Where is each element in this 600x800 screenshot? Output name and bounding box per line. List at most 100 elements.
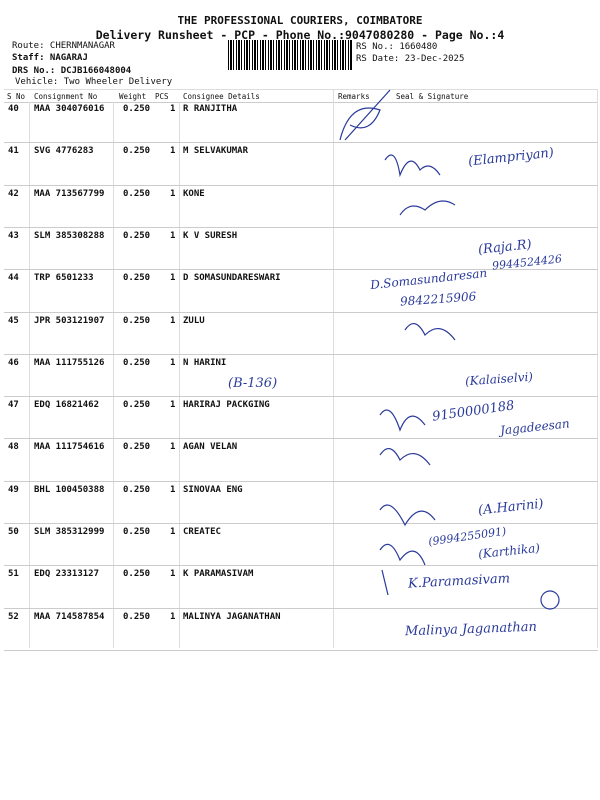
cell-sno: 51 [8, 569, 19, 580]
cell-weight: 0.250 [123, 188, 151, 199]
cell-pcs: 1 [170, 357, 176, 368]
cell-consignment-no: SVG 4776283 [34, 146, 94, 157]
barcode [228, 40, 352, 70]
vehicle: Vehicle: Two Wheeler Delivery [15, 77, 173, 87]
cell-consignee: R RANJITHA [183, 104, 238, 114]
row-divider [4, 438, 598, 440]
cell-consignment-no: MAA 713567799 [34, 188, 105, 199]
signature-49 [379, 504, 436, 527]
signature-40 [339, 89, 391, 141]
cell-pcs: 1 [170, 611, 176, 622]
cell-pcs: 1 [170, 400, 176, 411]
cell-sno: 44 [8, 273, 19, 284]
cell-pcs: 1 [170, 569, 176, 580]
cell-consignment-no: EDQ 23313127 [34, 569, 100, 580]
handwritten-note: (B-136) [228, 376, 278, 391]
cell-pcs: 1 [170, 188, 176, 199]
row-divider [4, 184, 598, 186]
row-divider [4, 523, 598, 524]
cell-sno: 50 [8, 527, 19, 537]
cell-pcs: 1 [170, 527, 176, 537]
cell-sno: 45 [8, 315, 19, 326]
cell-consignment-no: BHL 100450388 [34, 484, 105, 495]
cell-consignment-no: MAA 111754616 [34, 442, 105, 453]
cell-consignment-no: EDQ 16821462 [34, 400, 100, 411]
cell-consignment-no: SLM 385312999 [34, 527, 105, 537]
cell-sno: 41 [8, 146, 19, 157]
cell-consignee: MALINYA JAGANATHAN [183, 611, 281, 622]
row-divider [4, 142, 598, 144]
cell-consignment-no: SLM 385308288 [34, 230, 105, 241]
cell-consignee: HARIRAJ PACKGING [183, 400, 270, 411]
cell-consignee: AGAN VELAN [183, 442, 238, 453]
cell-consignee: SINOVAA ENG [183, 484, 243, 495]
col-seal-signature: Seal & Signature [396, 92, 469, 101]
cell-weight: 0.250 [123, 527, 151, 537]
route: Route: CHERNMANAGAR [12, 41, 115, 51]
cell-consignment-no: JPR 503121907 [34, 315, 105, 326]
cell-sno: 47 [8, 400, 19, 411]
row-divider [4, 649, 598, 651]
cell-pcs: 1 [170, 146, 176, 157]
cell-pcs: 1 [170, 484, 176, 495]
row-divider [4, 226, 598, 228]
signature-47 [379, 409, 426, 432]
stamp-circle [540, 590, 560, 610]
row-divider [4, 480, 598, 482]
cell-consignment-no: MAA 714587854 [34, 611, 105, 622]
col-pcs: PCS [155, 92, 169, 101]
row-divider [4, 311, 598, 313]
cell-pcs: 1 [170, 104, 176, 114]
cell-pcs: 1 [170, 315, 176, 326]
cell-weight: 0.250 [123, 400, 151, 411]
cell-consignee: KONE [183, 188, 205, 199]
cell-weight: 0.250 [123, 611, 151, 622]
cell-sno: 40 [8, 104, 19, 114]
cell-sno: 46 [8, 357, 19, 368]
cell-pcs: 1 [170, 273, 176, 284]
signature-50 [379, 543, 426, 566]
row-divider [4, 353, 598, 355]
cell-weight: 0.250 [123, 273, 151, 284]
signature-scribbles [339, 89, 560, 610]
cell-weight: 0.250 [123, 104, 151, 114]
cell-sno: 42 [8, 188, 19, 199]
cell-sno: 48 [8, 442, 19, 453]
col-consignee: Consignee Details [183, 92, 260, 101]
signature-41 [384, 154, 441, 178]
staff: Staff: NAGARAJ [12, 53, 88, 63]
cell-consignee: K PARAMASIVAM [183, 569, 254, 580]
signature-42 [399, 200, 456, 216]
rs-date: RS Date: 23-Dec-2025 [356, 54, 465, 64]
cell-consignee: M SELVAKUMAR [183, 146, 249, 157]
cell-weight: 0.250 [123, 442, 151, 453]
col-weight: Weight [119, 92, 147, 101]
signature-51 [381, 569, 389, 596]
cell-weight: 0.250 [123, 230, 151, 241]
cell-pcs: 1 [170, 230, 176, 241]
row-divider [4, 565, 598, 567]
drs-number: DRS No.: DCJB166048004 [12, 66, 132, 76]
cell-weight: 0.250 [123, 315, 151, 326]
col-remarks: Remarks [338, 92, 370, 101]
cell-sno: 43 [8, 230, 19, 241]
signature-48 [379, 448, 431, 466]
rs-number: RS No.: 1660480 [356, 42, 438, 52]
row-divider [4, 396, 598, 398]
col-sno: S No [7, 92, 26, 101]
cell-weight: 0.250 [123, 357, 151, 368]
cell-consignee: D SOMASUNDARESWARI [183, 273, 281, 284]
cell-sno: 52 [8, 611, 19, 622]
cell-consignee: K V SURESH [183, 230, 238, 241]
cell-consignee: CREATEC [183, 527, 221, 537]
cell-consignment-no: TRP 6501233 [34, 273, 94, 284]
cell-consignment-no: MAA 304076016 [34, 104, 105, 114]
company-title: THE PROFESSIONAL COURIERS, COIMBATORE [177, 14, 423, 27]
cell-weight: 0.250 [123, 146, 151, 157]
signature-45 [404, 323, 456, 341]
row-divider [4, 607, 598, 609]
cell-weight: 0.250 [123, 484, 151, 495]
cell-pcs: 1 [170, 442, 176, 453]
cell-consignee: N HARINI [183, 357, 227, 368]
